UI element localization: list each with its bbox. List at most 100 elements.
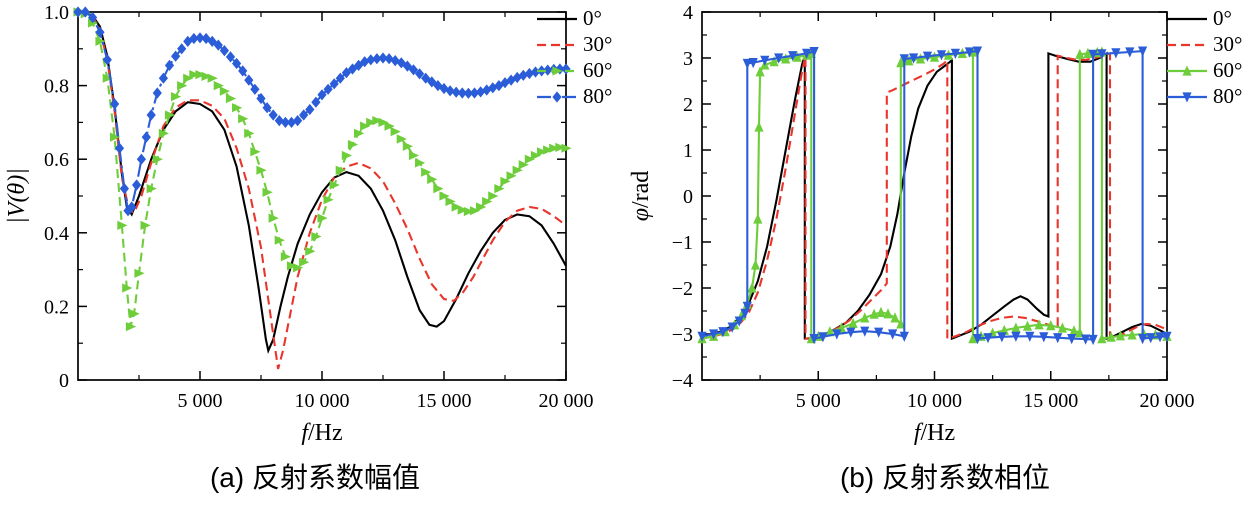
y-tick-label: 0.4	[44, 223, 69, 245]
series-marker	[718, 327, 728, 338]
legend-swatch-60deg	[537, 65, 577, 76]
series-marker	[335, 72, 345, 84]
plot-frame	[701, 11, 1168, 381]
y-tick-label: 0.2	[44, 296, 69, 318]
series-marker	[189, 32, 199, 45]
series-marker	[742, 58, 752, 70]
series-marker	[421, 167, 432, 177]
series-marker	[286, 261, 298, 271]
series-marker	[552, 65, 563, 76]
series-marker	[1097, 333, 1107, 344]
series-marker	[500, 176, 511, 186]
series-marker	[818, 332, 828, 343]
series-marker	[734, 316, 744, 327]
legend-swatch-30deg	[537, 43, 577, 46]
y-tick-label: 1	[683, 140, 693, 162]
series-marker	[127, 201, 137, 213]
series-line-30°	[78, 10, 567, 370]
legend-item: 80°	[536, 84, 612, 109]
y-tick-label: −1	[672, 232, 693, 254]
series-marker	[832, 329, 842, 340]
series-marker	[512, 71, 522, 84]
series-marker	[860, 326, 870, 337]
series-marker	[244, 74, 254, 86]
series-line-30°	[701, 51, 1168, 340]
series-marker	[384, 121, 395, 131]
series-marker	[964, 47, 974, 58]
series-marker	[1053, 333, 1063, 344]
series-marker	[1138, 46, 1148, 57]
series-marker	[415, 68, 425, 80]
x-tick-label: 5 000	[178, 390, 223, 412]
series-line-60°	[701, 50, 1168, 341]
y-tick-label: 0	[683, 186, 693, 208]
series-marker	[146, 184, 157, 194]
series-marker	[213, 81, 224, 91]
series-marker	[136, 153, 146, 165]
series-marker	[524, 67, 534, 80]
series-marker	[929, 51, 940, 62]
series-marker	[1081, 334, 1091, 345]
series-marker	[427, 174, 438, 184]
y-tick-label: 1.0	[44, 2, 69, 24]
series-marker	[1138, 334, 1148, 345]
series-marker	[256, 92, 266, 105]
series-marker	[329, 180, 340, 190]
series-marker	[506, 74, 516, 86]
series-marker	[561, 143, 572, 153]
series-marker	[329, 78, 339, 90]
series-marker	[427, 76, 437, 88]
series-marker	[781, 53, 791, 64]
series-marker	[1011, 322, 1021, 333]
series-marker	[1088, 334, 1098, 346]
series-marker	[122, 283, 133, 293]
series-marker	[524, 154, 535, 164]
legend-item: 60°	[1166, 58, 1242, 83]
series-line-60°	[77, 10, 567, 327]
series-line-0°	[701, 51, 1168, 341]
x-tick-label: 10 000	[907, 390, 962, 412]
y-tick-label: −4	[672, 370, 693, 392]
series-marker	[1097, 49, 1107, 60]
series-marker	[225, 51, 236, 63]
series-marker	[512, 165, 523, 175]
legend-label: 60°	[1213, 58, 1243, 82]
series-marker	[372, 116, 383, 126]
series-marker	[457, 87, 467, 99]
series-marker	[177, 81, 188, 91]
legend-label: 0°	[1213, 6, 1232, 30]
series-marker	[883, 308, 893, 319]
series-marker	[848, 317, 858, 328]
y-axis-title: |V(θ)|	[4, 168, 30, 224]
series-marker	[207, 73, 218, 83]
series-marker	[709, 329, 719, 340]
series-marker	[874, 327, 884, 338]
series-marker	[293, 263, 304, 273]
series-marker	[1111, 48, 1121, 59]
series-marker	[909, 53, 919, 64]
series-marker	[354, 59, 364, 71]
series-marker	[305, 103, 315, 116]
chart-a-caption: (a) 反射系数幅值	[209, 462, 420, 493]
x-axis-title: f/Hz	[914, 420, 955, 446]
series-marker	[1182, 64, 1192, 76]
series-marker	[311, 231, 322, 242]
series-marker	[95, 36, 106, 46]
series-marker	[549, 143, 560, 153]
series-marker	[463, 87, 473, 99]
series-marker	[451, 202, 462, 212]
series-marker	[1155, 332, 1165, 343]
series-marker	[869, 308, 879, 319]
x-tick-label: 15 000	[417, 390, 472, 412]
series-marker	[476, 86, 486, 98]
legend-label: 30°	[583, 32, 613, 56]
series-marker	[463, 206, 474, 217]
series-marker	[769, 56, 779, 67]
series-marker	[846, 327, 856, 338]
series-marker	[936, 50, 947, 61]
series-marker	[555, 63, 565, 75]
series-marker	[1125, 47, 1135, 58]
series-marker	[561, 63, 571, 75]
series-marker	[825, 326, 835, 337]
series-marker	[415, 158, 426, 168]
